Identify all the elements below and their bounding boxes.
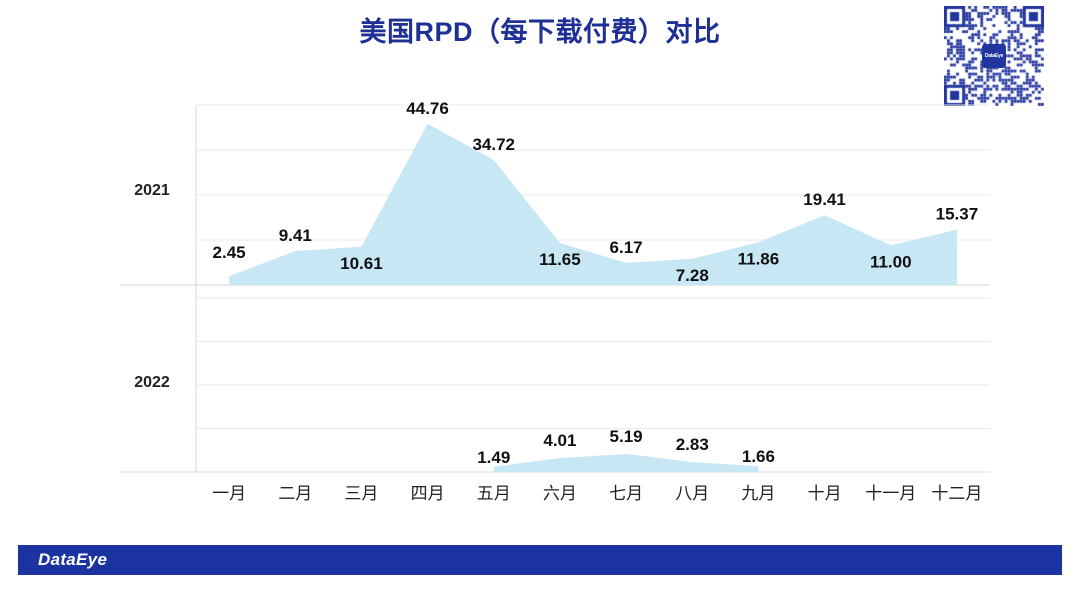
value-labels-group: 2.45 9.41 10.61 44.76 34.72 11.65 6.17 7.28 11.8…: [213, 99, 979, 467]
data-value-label: 19.41: [803, 190, 846, 209]
data-value-label: 10.61: [340, 254, 383, 273]
chart-area: 2.45 9.41 10.61 44.76 34.72 11.65 6.17 7.28 11.8…: [120, 99, 990, 503]
x-axis-month-label: 十二月: [931, 484, 982, 503]
gridlines-group: [120, 104, 990, 473]
data-value-label: 15.37: [936, 205, 979, 224]
data-value-label: 11.00: [870, 252, 912, 271]
footer-bar: DataEye: [18, 545, 1062, 575]
x-axis-month-label: 八月: [675, 484, 709, 503]
x-axis-month-label: 五月: [477, 484, 511, 503]
x-axis-month-label: 四月: [411, 484, 445, 503]
area-series-2021: [229, 123, 957, 285]
qr-code-logo: DataEye: [982, 44, 1006, 68]
rpd-comparison-area-chart: 2.45 9.41 10.61 44.76 34.72 11.65 6.17 7.28 11.8…: [120, 99, 990, 503]
x-axis-month-label: 十月: [808, 484, 842, 503]
data-value-label: 4.01: [543, 431, 576, 450]
qr-code[interactable]: DataEye: [944, 6, 1044, 106]
x-axis-month-label: 十一月: [865, 484, 916, 503]
year-axis-label: 2021: [134, 182, 170, 199]
data-value-label: 9.41: [279, 226, 312, 245]
data-value-label: 11.65: [539, 250, 581, 269]
year-axis-label: 2022: [134, 374, 170, 391]
series-group: [229, 123, 957, 472]
x-axis-month-label: 六月: [543, 484, 577, 503]
x-axis-month-label: 二月: [278, 484, 312, 503]
data-value-label: 1.66: [742, 447, 775, 466]
x-axis-month-label: 九月: [741, 484, 775, 503]
data-value-label: 6.17: [610, 238, 643, 257]
data-value-label: 7.28: [676, 266, 709, 285]
axis-labels-group: 2021 2022 一月 二月 三月 四月 五月 六月 七月 八月 九月 十月 十一月 十二月: [134, 182, 982, 503]
data-value-label: 34.72: [472, 135, 515, 154]
data-value-label: 2.45: [213, 243, 246, 262]
x-axis-month-label: 一月: [212, 484, 246, 503]
data-value-label: 44.76: [406, 99, 449, 118]
dataeye-logo: DataEye: [38, 550, 108, 569]
data-value-label: 1.49: [477, 448, 510, 467]
data-value-label: 2.83: [676, 435, 709, 454]
data-value-label: 11.86: [738, 249, 780, 268]
x-axis-month-label: 七月: [609, 484, 643, 503]
area-series-2022: [493, 453, 759, 472]
page-title: 美国RPD（每下载付费）对比: [359, 17, 721, 47]
data-value-label: 5.19: [610, 427, 643, 446]
x-axis-month-label: 三月: [344, 484, 378, 503]
